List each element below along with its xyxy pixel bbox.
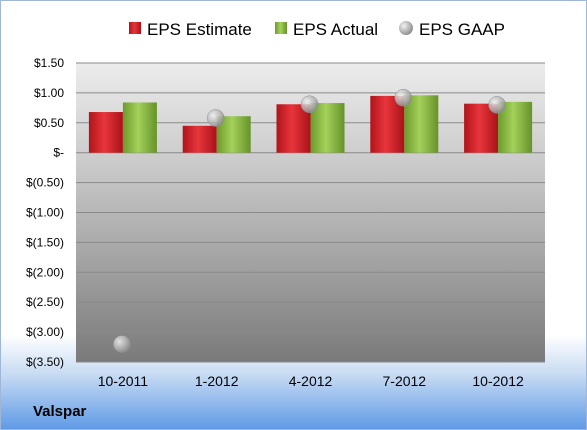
legend-swatch-gaap (399, 21, 413, 35)
bar-estimate-4-2012 (276, 104, 311, 153)
y-tick-label: $(1.00) (26, 206, 64, 220)
bar-estimate-7-2012 (370, 95, 405, 153)
x-tick-label: 7-2012 (383, 373, 427, 389)
company-name: Valspar (33, 403, 87, 420)
legend-label-actual: EPS Actual (293, 20, 378, 39)
legend-label-estimate: EPS Estimate (147, 20, 252, 39)
bar-actual-7-2012 (404, 95, 439, 153)
y-tick-label: $(3.00) (26, 325, 64, 339)
bars (88, 95, 533, 153)
x-axis-labels: 10-2011 1-2012 4-2012 7-2012 10-2012 (98, 373, 524, 389)
bar-actual-4-2012 (310, 103, 345, 153)
x-tick-label: 4-2012 (289, 373, 333, 389)
bar-estimate-1-2012 (182, 125, 217, 153)
y-axis-labels: $1.50 $1.00 $0.50 $- $(0.50) $(1.00) $(1.50) $(… (26, 56, 64, 369)
chart-legend: EPS Estimate EPS Actual EPS GAAP (129, 20, 505, 39)
y-tick-label: $- (53, 146, 64, 160)
y-tick-label: $1.00 (34, 86, 64, 100)
x-tick-label: 1-2012 (195, 373, 239, 389)
x-tick-label: 10-2011 (98, 373, 149, 389)
marker-gaap-10-2012 (488, 96, 506, 114)
legend-label-gaap: EPS GAAP (419, 20, 505, 39)
y-tick-label: $1.50 (34, 56, 64, 70)
legend-swatch-actual (275, 22, 287, 34)
y-tick-label: $(2.00) (26, 265, 64, 279)
x-tick-label: 10-2012 (472, 373, 524, 389)
gaap-markers (113, 88, 506, 353)
marker-gaap-4-2012 (300, 95, 319, 114)
marker-gaap-10-2011 (113, 335, 131, 353)
legend-swatch-estimate (129, 22, 141, 34)
bar-actual-10-2011 (122, 102, 157, 153)
marker-gaap-1-2012 (206, 109, 225, 127)
y-tick-label: $(3.50) (26, 355, 64, 369)
y-tick-label: $(0.50) (26, 176, 64, 190)
marker-gaap-7-2012 (394, 88, 413, 107)
bar-estimate-10-2011 (88, 112, 123, 153)
y-tick-label: $(1.50) (26, 235, 64, 249)
y-tick-label: $(2.50) (26, 295, 64, 309)
y-tick-label: $0.50 (34, 116, 64, 130)
